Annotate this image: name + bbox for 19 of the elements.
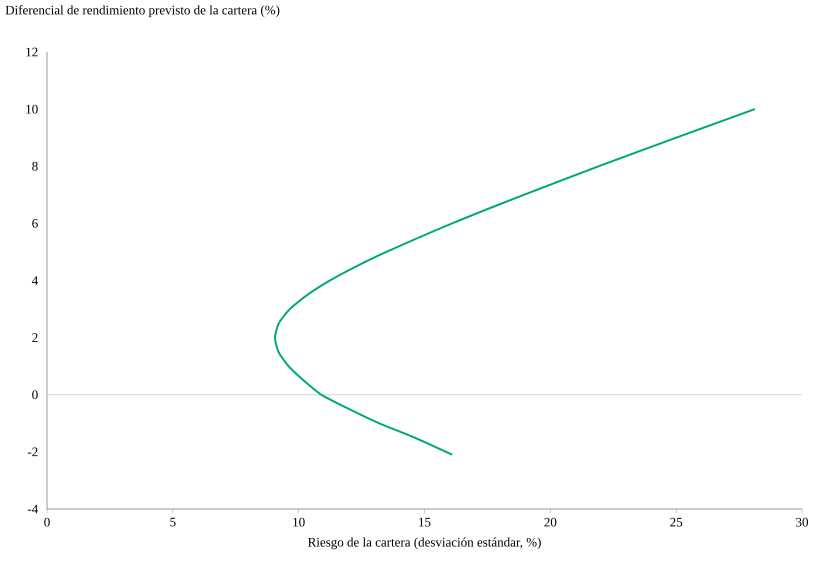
y-tick-label: 4	[32, 276, 38, 285]
y-tick-label: 0	[32, 390, 38, 400]
y-axis-title: Diferencial de rendimiento previsto de la cartera (%)	[6, 5, 280, 18]
line-series	[274, 108, 756, 456]
x-tick-label: 15	[419, 518, 430, 526]
x-tick-label: 20	[544, 518, 556, 527]
y-tick-label: 2	[32, 333, 38, 342]
y-tick-label: -2	[28, 448, 38, 456]
y-tick-label: 8	[32, 162, 38, 171]
y-tick-label: -4	[28, 504, 38, 514]
x-axis-title: Riesgo de la cartera (desviación estándar, %)	[308, 537, 541, 550]
x-tick-label: 25	[670, 518, 682, 527]
y-tick-label: 6	[32, 218, 38, 228]
x-tick-label: 5	[170, 518, 176, 526]
x-tick-label: 10	[293, 518, 305, 527]
y-tick-label: 10	[26, 104, 38, 114]
x-tick-label: 30	[796, 518, 808, 527]
y-tick-label: 12	[26, 48, 38, 56]
x-tick-label: 0	[44, 518, 50, 527]
